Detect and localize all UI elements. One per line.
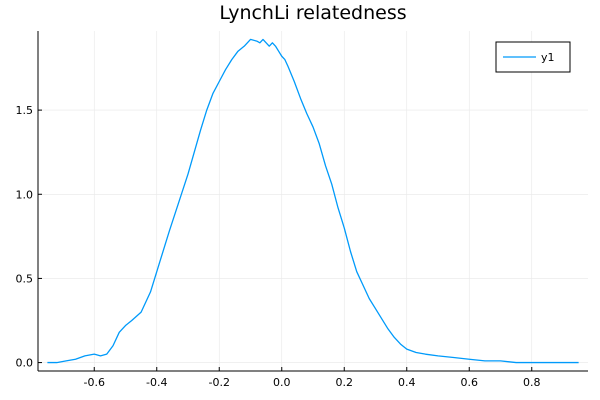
x-tick-label: -0.4 <box>146 376 167 389</box>
grid-lines <box>38 31 588 371</box>
x-tick-label: 0.0 <box>273 376 291 389</box>
series-layer <box>47 38 579 364</box>
y-tick-label: 1.0 <box>16 188 34 201</box>
chart-title: LynchLi relatedness <box>219 2 406 24</box>
x-tick-label: 0.2 <box>336 376 354 389</box>
x-tick-label: -0.6 <box>84 376 105 389</box>
y-tick-label: 1.5 <box>16 104 34 117</box>
legend-label: y1 <box>541 51 555 64</box>
y-tick-label: 0.0 <box>16 357 34 370</box>
x-tick-label: 0.6 <box>461 376 479 389</box>
x-tick-label: 0.8 <box>523 376 541 389</box>
tick-marks: -0.6 -0.4 -0.2 0.0 0.2 0.4 0.6 0.8 0.0 0.5 1.0 1.5 <box>16 104 541 389</box>
x-tick-label: 0.4 <box>398 376 416 389</box>
legend: y1 <box>495 41 571 73</box>
x-tick-label: -0.2 <box>209 376 230 389</box>
y-tick-label: 0.5 <box>16 272 34 285</box>
axes <box>37 31 588 372</box>
series-line-y1 <box>47 38 579 364</box>
